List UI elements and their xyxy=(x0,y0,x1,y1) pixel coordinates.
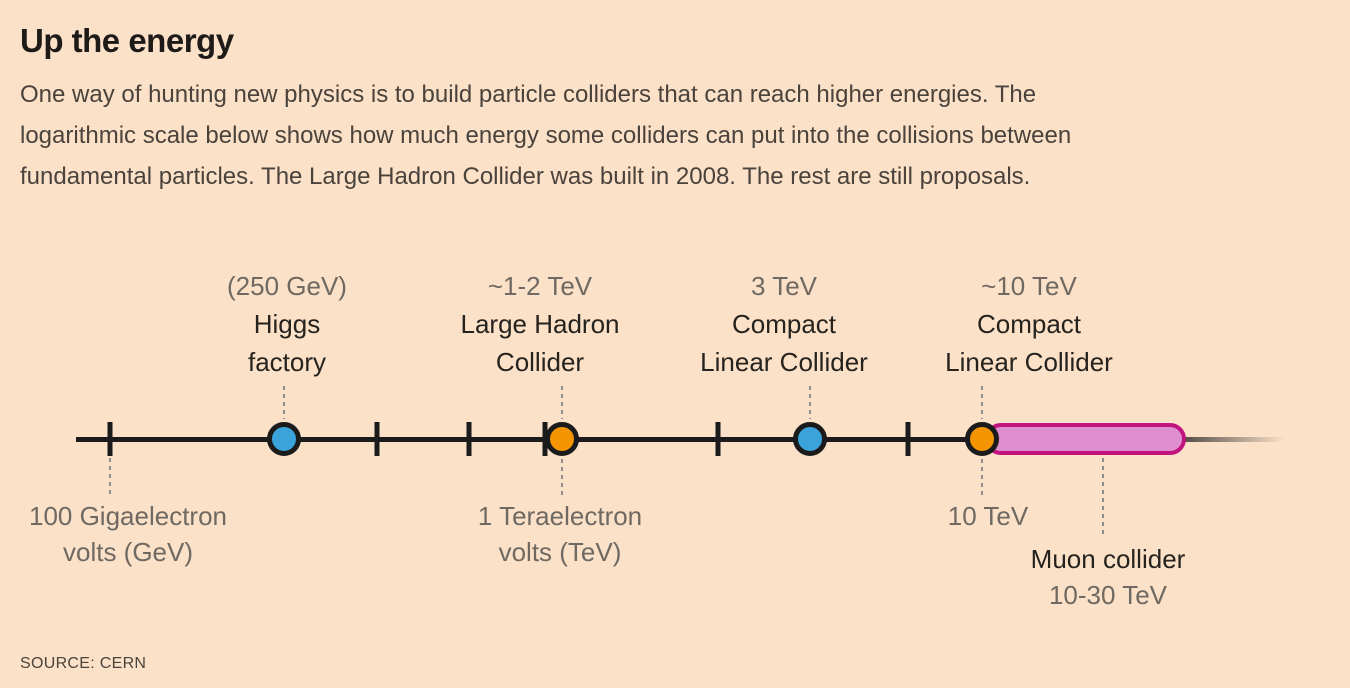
description-line: One way of hunting new physics is to bui… xyxy=(20,81,1037,108)
leader-line-clic-10tev xyxy=(981,386,983,419)
axis-label-10tev: 10 TeV xyxy=(948,498,1028,534)
chart-description: One way of hunting new physics is to bui… xyxy=(20,74,1330,197)
axis-tick xyxy=(715,422,721,456)
axis-label-line: 10 TeV xyxy=(947,501,1029,531)
leader-line-100gev xyxy=(109,458,111,495)
muon-collider-label: Muon collider 10-30 TeV xyxy=(1031,541,1186,613)
leader-line-muon-collider xyxy=(1102,458,1104,538)
energy-value: (250 GeV) xyxy=(227,271,347,301)
leader-line-clic-3tev xyxy=(809,386,811,419)
chart-title: Up the energy xyxy=(20,22,234,59)
axis-tick xyxy=(374,422,380,456)
marker-dot-compact-linear-collider-3tev xyxy=(793,422,827,456)
marker-dot-compact-linear-collider-10tev xyxy=(965,422,999,456)
marker-label-compact-linear-collider-10tev: ~10 TeV Compact Linear Collider xyxy=(945,267,1113,381)
marker-label-higgs-factory: (250 GeV) Higgs factory xyxy=(227,267,347,381)
leader-line-lhc xyxy=(561,386,563,419)
collider-name: Higgs xyxy=(253,309,321,339)
description-line: fundamental particles. The Large Hadron … xyxy=(20,163,1031,190)
source-credit: SOURCE: CERN xyxy=(20,655,147,672)
collider-name: Collider xyxy=(495,347,585,377)
energy-value: ~10 TeV xyxy=(981,271,1077,301)
collider-name: Compact xyxy=(976,309,1082,339)
axis-tick xyxy=(905,422,911,456)
axis-label-1tev: 1 Teraelectron volts (TeV) xyxy=(478,498,642,570)
energy-value: ~1-2 TeV xyxy=(487,271,593,301)
description-line: logarithmic scale below shows how much e… xyxy=(20,122,1072,149)
energy-value: 10-30 TeV xyxy=(1048,580,1168,610)
leader-line-1tev xyxy=(561,459,563,495)
collider-name: factory xyxy=(247,347,327,377)
leader-line-10tev xyxy=(981,459,983,495)
muon-collider-range-bar xyxy=(985,423,1186,455)
marker-dot-large-hadron-collider xyxy=(545,422,579,456)
collider-name: Muon collider xyxy=(1030,544,1186,574)
axis-tick-100gev xyxy=(107,422,113,456)
axis-label-100gev: 100 Gigaelectron volts (GeV) xyxy=(29,498,227,570)
marker-label-compact-linear-collider-3tev: 3 TeV Compact Linear Collider xyxy=(700,267,868,381)
leader-line-higgs-factory xyxy=(283,386,285,419)
collider-name: Large Hadron xyxy=(460,309,620,339)
axis-label-line: volts (TeV) xyxy=(498,537,622,567)
axis-label-line: 100 Gigaelectron xyxy=(28,501,228,531)
collider-name: Compact xyxy=(731,309,837,339)
marker-dot-higgs-factory xyxy=(267,422,301,456)
collider-name: Linear Collider xyxy=(700,347,868,377)
axis-label-line: 1 Teraelectron xyxy=(477,501,643,531)
axis-label-line: volts (GeV) xyxy=(62,537,194,567)
axis-line xyxy=(76,437,1296,442)
marker-label-large-hadron-collider: ~1-2 TeV Large Hadron Collider xyxy=(461,267,620,381)
energy-value: 3 TeV xyxy=(750,271,817,301)
axis-tick xyxy=(466,422,472,456)
collider-name: Linear Collider xyxy=(945,347,1113,377)
